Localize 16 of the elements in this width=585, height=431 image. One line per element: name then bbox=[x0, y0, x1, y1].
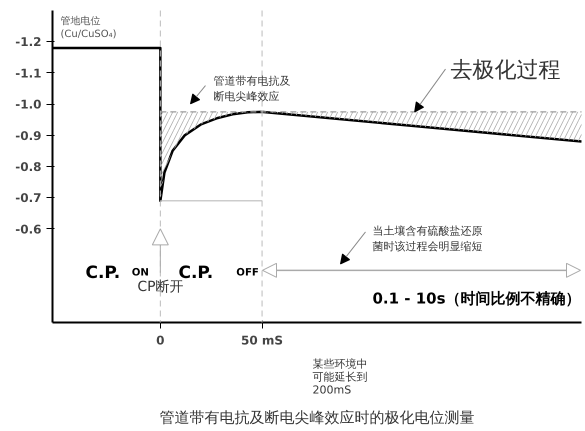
annotation: 去极化过程 bbox=[450, 58, 560, 84]
text: 管道带有电抗及断电尖峰效应时的极化电位测量 bbox=[160, 408, 474, 426]
y-tick-label: -0.8 bbox=[15, 160, 42, 174]
y-tick-label: -1.0 bbox=[15, 98, 42, 112]
x-tick-label: 50 mS bbox=[241, 334, 284, 348]
y-tick-label: -1.2 bbox=[15, 35, 42, 50]
annotation: 管道带有电抗及断电尖峰效应 bbox=[214, 74, 290, 104]
y-tick-label: -0.6 bbox=[15, 222, 42, 236]
x-tick-label: 0 bbox=[156, 334, 165, 348]
y-axis-title: 管地电位 (Cu/CuSO₄) bbox=[60, 14, 117, 40]
y-tick-label: -0.7 bbox=[15, 191, 42, 206]
annotation: 当土壤含有硫酸盐还原菌时该过程会明显缩短 bbox=[372, 224, 482, 254]
y-tick-label: -1.1 bbox=[15, 66, 42, 80]
annotation: 0.1 - 10s（时间比例不精确） bbox=[372, 290, 581, 308]
y-tick-label: -0.9 bbox=[15, 128, 42, 143]
text: 某些环境中可能延长到200mS bbox=[312, 358, 368, 396]
